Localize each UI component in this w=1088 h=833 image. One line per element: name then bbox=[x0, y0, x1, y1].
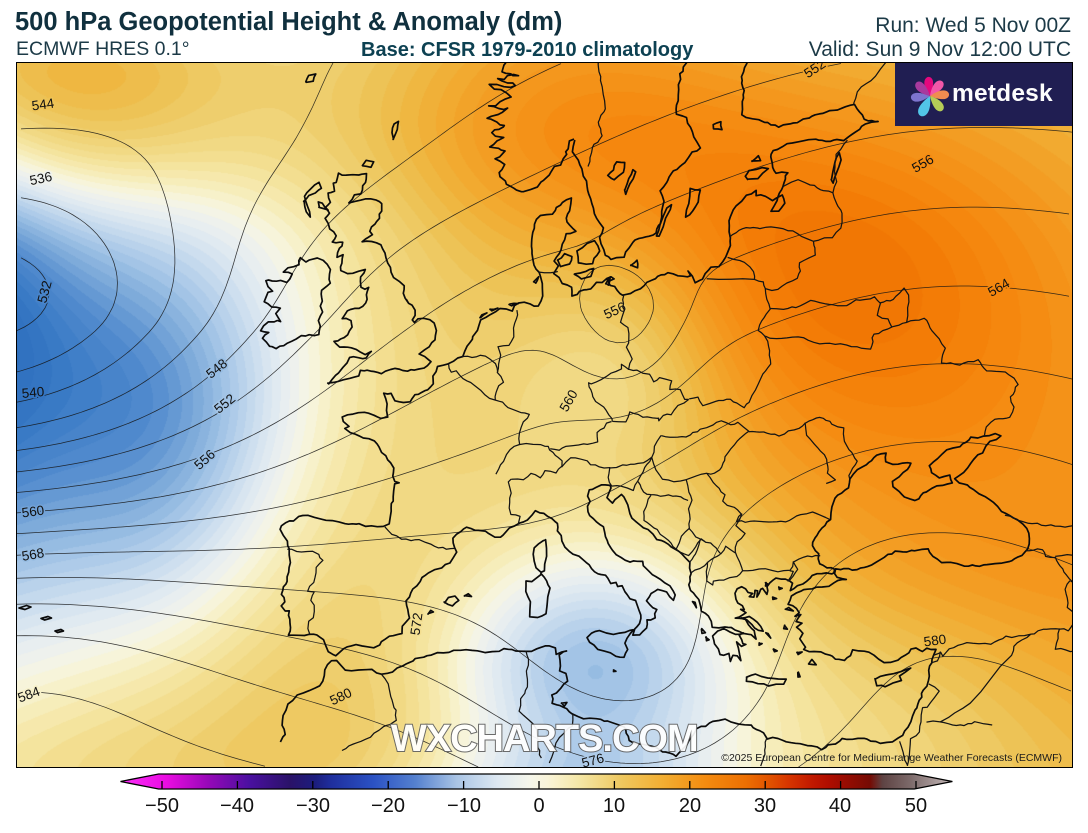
svg-text:536: 536 bbox=[28, 169, 53, 188]
svg-text:544: 544 bbox=[30, 95, 55, 113]
svg-text:568: 568 bbox=[20, 545, 45, 564]
svg-text:564: 564 bbox=[985, 275, 1012, 299]
svg-text:532: 532 bbox=[34, 279, 54, 305]
svg-text:540: 540 bbox=[21, 384, 45, 401]
svg-text:552: 552 bbox=[211, 391, 238, 417]
svg-text:560: 560 bbox=[556, 387, 580, 414]
svg-text:584: 584 bbox=[17, 683, 42, 705]
svg-text:556: 556 bbox=[909, 151, 936, 175]
svg-text:556: 556 bbox=[191, 447, 218, 473]
svg-text:560: 560 bbox=[20, 503, 44, 521]
svg-text:572: 572 bbox=[407, 612, 425, 636]
svg-text:580: 580 bbox=[922, 632, 946, 650]
svg-text:580: 580 bbox=[327, 685, 354, 708]
svg-text:552: 552 bbox=[801, 63, 828, 81]
